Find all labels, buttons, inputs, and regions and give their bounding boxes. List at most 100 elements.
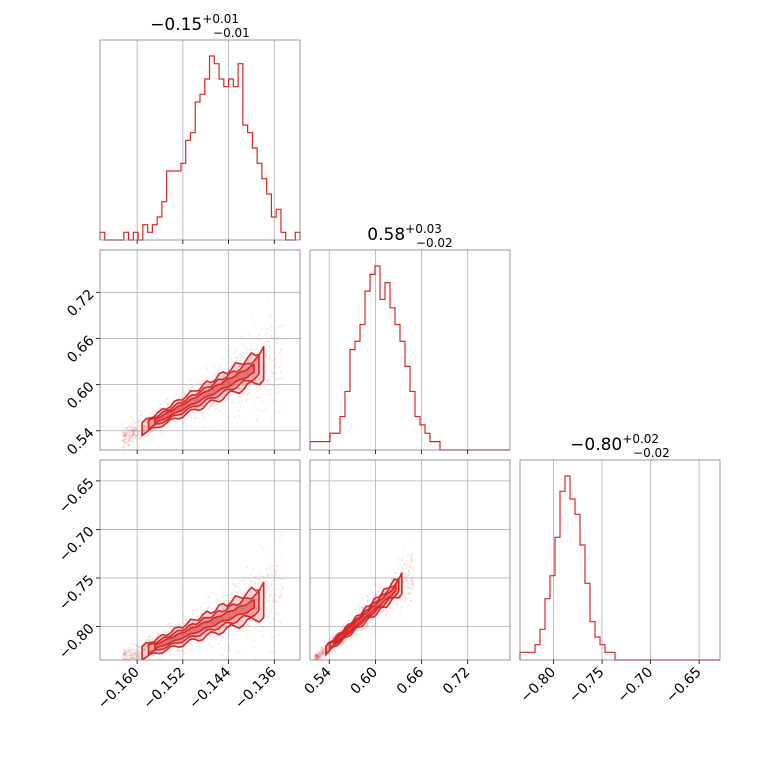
sample-point [275, 338, 278, 341]
sample-point [272, 617, 275, 620]
sample-point [265, 361, 268, 364]
sample-point [202, 394, 205, 398]
sample-point [128, 439, 131, 442]
sample-point [131, 652, 134, 656]
sample-point [134, 436, 137, 439]
sample-point [135, 656, 138, 659]
sample-point [362, 628, 365, 631]
sample-point [138, 433, 141, 436]
sample-point [366, 625, 369, 628]
sample-point [379, 600, 383, 603]
sample-point [211, 658, 214, 660]
sample-point [124, 654, 127, 658]
sample-point [129, 654, 132, 657]
sample-point [129, 653, 132, 656]
sample-point [208, 621, 211, 624]
sample-point [247, 333, 250, 336]
sample-point [258, 380, 261, 383]
sample-point [184, 618, 188, 621]
sample-point [246, 628, 249, 631]
sample-point [377, 590, 380, 593]
sample-point [270, 417, 273, 421]
sample-point [265, 327, 268, 331]
sample-point [281, 577, 284, 581]
sample-point [212, 387, 216, 390]
sample-point [129, 656, 133, 660]
sample-point [342, 641, 345, 644]
sample-point [213, 365, 216, 368]
sample-point [227, 353, 230, 357]
sample-point [125, 653, 128, 657]
sample-point [123, 668, 125, 670]
sample-point [276, 613, 280, 616]
sample-point [124, 657, 127, 660]
sample-point [169, 653, 172, 656]
sample-point [382, 609, 385, 612]
sample-point [272, 371, 275, 374]
sample-point [274, 594, 277, 597]
sample-point [125, 664, 127, 666]
sample-point [400, 605, 404, 608]
sample-point [132, 656, 135, 659]
sample-point [318, 655, 322, 658]
sample-point [373, 625, 376, 628]
sample-point [313, 666, 315, 668]
sample-point [133, 653, 136, 656]
sample-point [147, 639, 150, 642]
sample-point [216, 370, 219, 374]
sample-point [128, 434, 132, 437]
sample-point [123, 653, 126, 657]
sample-point [133, 430, 136, 434]
sample-point [318, 654, 321, 657]
sample-point [122, 661, 124, 663]
sample-point [195, 382, 198, 385]
sample-point [258, 582, 261, 585]
sample-point [314, 654, 317, 657]
sample-point [323, 655, 326, 658]
sample-point [123, 666, 125, 668]
sample-point [277, 620, 280, 623]
sample-point [167, 624, 170, 627]
sample-point [137, 653, 140, 656]
sample-point [258, 333, 261, 336]
sample-point [237, 394, 240, 397]
sample-point [410, 561, 413, 564]
sample-point [194, 386, 197, 389]
panel-frame-21 [309, 459, 511, 661]
sample-point [314, 655, 317, 658]
sample-point [318, 660, 320, 662]
hist-grid-1 [328, 250, 469, 450]
sample-point [133, 657, 136, 660]
sample-point [274, 372, 277, 375]
sample-point [183, 616, 186, 619]
sample-point [134, 652, 137, 655]
sample-point [270, 572, 273, 575]
sample-point [142, 430, 146, 433]
sample-point [223, 422, 226, 425]
sample-point [313, 665, 315, 667]
sample-point [327, 648, 330, 651]
sample-point [199, 605, 202, 608]
sample-point [366, 623, 369, 626]
sample-point [245, 599, 248, 602]
sample-point [127, 430, 131, 433]
sample-point [382, 618, 386, 621]
sample-point [136, 643, 139, 647]
sample-point [138, 652, 141, 656]
sample-point [405, 575, 408, 578]
sample-point [411, 552, 414, 556]
sample-point [151, 409, 154, 413]
sample-point [365, 595, 368, 598]
sample-point [318, 656, 321, 659]
sample-point [315, 654, 319, 657]
sample-point [272, 579, 275, 582]
sample-point [202, 425, 205, 428]
sample-point [317, 662, 319, 664]
sample-point [316, 654, 319, 657]
sample-point [244, 577, 247, 580]
sample-point [245, 606, 248, 609]
sample-point [388, 613, 392, 616]
sample-point [245, 565, 248, 569]
sample-point [213, 620, 217, 624]
sample-point [313, 660, 315, 662]
